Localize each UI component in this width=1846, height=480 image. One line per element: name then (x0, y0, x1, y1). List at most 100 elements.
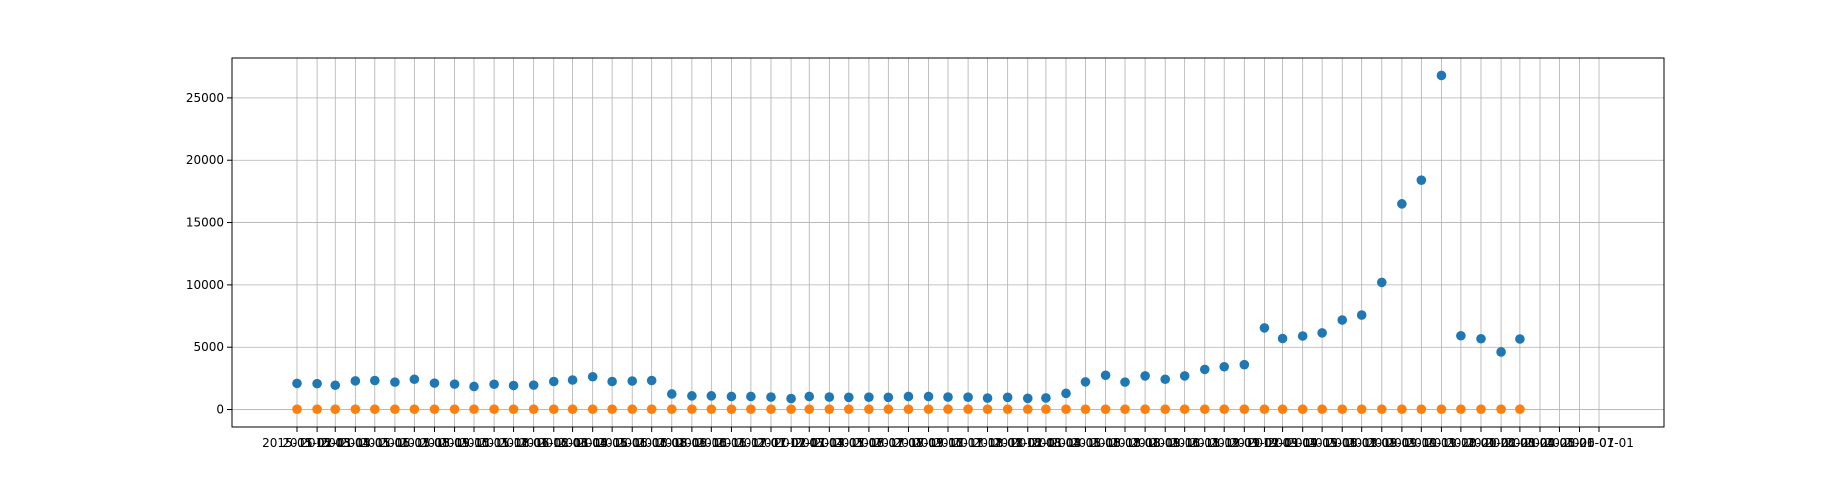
data-point (1199, 404, 1210, 414)
x-tick-label: 2015-05-01 (340, 436, 410, 450)
data-point (666, 404, 677, 414)
data-point (923, 391, 934, 402)
data-point (1239, 359, 1250, 370)
y-tick-label: 5000 (193, 340, 224, 354)
data-point (1120, 404, 1130, 414)
data-point (666, 389, 677, 399)
data-point (726, 391, 737, 402)
x-tick-label: 2016-09-01 (657, 436, 727, 450)
x-tick-label: 2020-05-01 (1525, 436, 1595, 450)
data-point (370, 375, 380, 386)
x-tick-label: 2017-03-01 (774, 436, 844, 450)
x-tick-label: 2016-08-01 (637, 436, 707, 450)
x-tick-label: 2018-02-01 (993, 436, 1063, 450)
data-point (409, 374, 420, 385)
x-tick-label: 2020-02-01 (1466, 436, 1536, 450)
data-point (1140, 371, 1150, 381)
x-tick-label: 2017-09-01 (894, 436, 964, 450)
x-tick-label: 2020-06-01 (1545, 436, 1615, 450)
data-point (646, 404, 657, 414)
data-point (883, 404, 894, 414)
x-tick-label: 2018-11-01 (1170, 436, 1240, 450)
data-point (646, 375, 657, 386)
data-point (1297, 404, 1308, 414)
data-point (528, 404, 539, 414)
data-point (903, 404, 914, 414)
data-point (627, 376, 638, 386)
data-point (567, 375, 578, 385)
data-point (1456, 404, 1466, 414)
data-point (489, 379, 499, 390)
data-point (1061, 388, 1071, 399)
data-point (1376, 404, 1387, 414)
data-point (1416, 175, 1427, 185)
data-point (330, 380, 341, 391)
data-point (786, 404, 796, 414)
data-point (429, 378, 440, 388)
x-tick-label: 2018-04-01 (1031, 436, 1101, 450)
data-point (1436, 404, 1447, 414)
x-tick-label: 2017-08-01 (874, 436, 944, 450)
data-point (1356, 310, 1367, 320)
data-point (1356, 404, 1367, 414)
x-tick-label: 2016-06-01 (597, 436, 667, 450)
data-point (943, 404, 953, 414)
x-tick-label: 2020-04-01 (1505, 436, 1575, 450)
x-tick-label: 2019-05-01 (1287, 436, 1357, 450)
data-point (587, 404, 598, 414)
x-tick-label: 2017-07-01 (853, 436, 923, 450)
data-point (409, 404, 420, 414)
x-tick-label: 2016-03-01 (538, 436, 608, 450)
data-point (1022, 404, 1033, 414)
x-tick-label: 2019-09-01 (1367, 436, 1437, 450)
data-point (1080, 404, 1091, 414)
x-tick-label: 2018-09-01 (1130, 436, 1200, 450)
data-point (1259, 404, 1270, 414)
x-tick-label: 2017-10-01 (913, 436, 983, 450)
x-tick-label: 2017-11-01 (933, 436, 1003, 450)
data-point (1397, 404, 1407, 414)
data-point (706, 404, 717, 414)
x-tick-label: 2017-12-01 (953, 436, 1023, 450)
x-tick-label: 2019-11-01 (1407, 436, 1477, 450)
data-point (1080, 377, 1091, 387)
data-point (1179, 371, 1190, 381)
x-tick-label: 2018-05-01 (1051, 436, 1121, 450)
data-point (1002, 404, 1013, 414)
data-point (1337, 315, 1348, 325)
grid (232, 58, 1664, 427)
x-tick-label: 2020-01-01 (1446, 436, 1516, 450)
data-point (1476, 333, 1486, 344)
data-point (1496, 404, 1506, 414)
data-point (350, 376, 361, 386)
data-point (370, 404, 380, 414)
x-tick-label: 2020-03-01 (1485, 436, 1555, 450)
data-point (1041, 404, 1051, 414)
data-point (943, 392, 953, 402)
data-point (982, 404, 993, 414)
x-tick-label: 2019-07-01 (1327, 436, 1397, 450)
data-point (963, 404, 973, 414)
x-tick-label: 2016-11-01 (697, 436, 767, 450)
x-tick-label: 2018-06-01 (1071, 436, 1141, 450)
x-tick-label: 2015-10-01 (439, 436, 509, 450)
data-point (567, 404, 578, 414)
data-point (843, 404, 854, 414)
x-tick-label: 2016-02-01 (519, 436, 589, 450)
data-point (1160, 374, 1171, 385)
x-tick-label: 2018-07-01 (1090, 436, 1160, 450)
data-point (766, 392, 776, 402)
data-point (1416, 404, 1427, 414)
data-point (449, 404, 460, 414)
y-tick-label: 25000 (186, 91, 224, 105)
data-point (1297, 331, 1308, 341)
data-point (1317, 404, 1327, 414)
y-tick-label: 20000 (186, 153, 224, 167)
x-tick-label: 2017-02-01 (756, 436, 826, 450)
data-point (350, 404, 361, 414)
x-tick-label: 2018-08-01 (1110, 436, 1180, 450)
y-tick-label: 10000 (186, 278, 224, 292)
data-point (1259, 323, 1270, 333)
data-point (1317, 328, 1327, 338)
